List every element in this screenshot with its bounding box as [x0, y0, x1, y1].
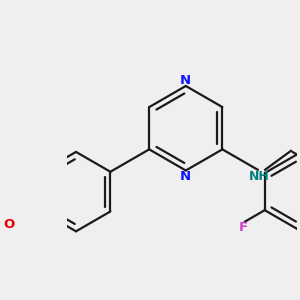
- Text: F: F: [239, 220, 248, 234]
- Text: O: O: [3, 218, 14, 231]
- Text: N: N: [180, 170, 191, 183]
- Text: N: N: [180, 74, 191, 87]
- Text: NH: NH: [249, 170, 270, 183]
